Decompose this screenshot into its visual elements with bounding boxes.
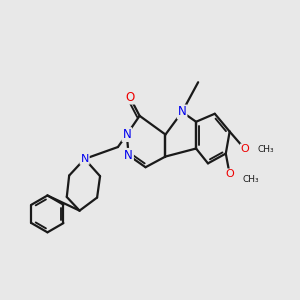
Text: O: O xyxy=(125,91,134,103)
Text: N: N xyxy=(178,106,187,118)
Text: N: N xyxy=(80,154,89,164)
Text: O: O xyxy=(241,144,250,154)
Text: N: N xyxy=(124,149,133,162)
Text: CH₃: CH₃ xyxy=(258,145,274,154)
Text: N: N xyxy=(122,128,131,141)
Text: O: O xyxy=(225,169,234,179)
Text: CH₃: CH₃ xyxy=(242,175,259,184)
